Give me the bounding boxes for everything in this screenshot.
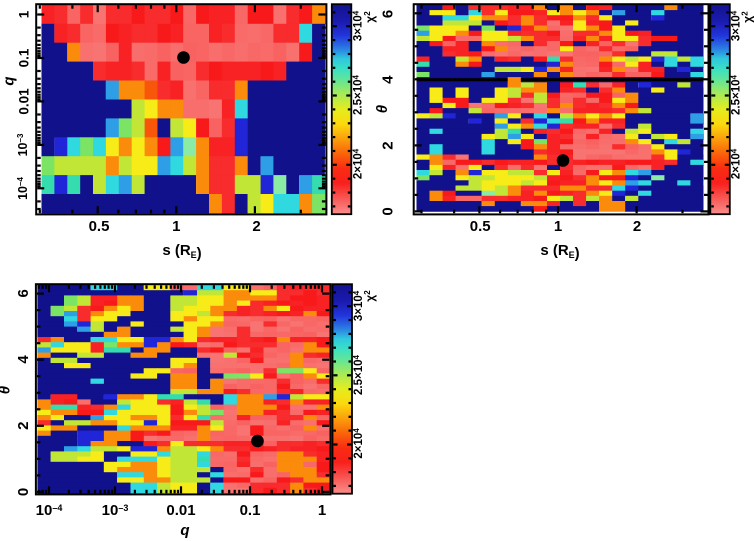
svg-text:0.01: 0.01	[17, 88, 32, 115]
svg-text:χ2: χ2	[363, 290, 377, 302]
svg-text:6: 6	[15, 289, 32, 297]
svg-text:θ: θ	[0, 385, 14, 394]
svg-text:0.5: 0.5	[89, 218, 110, 235]
svg-text:q: q	[180, 522, 189, 539]
svg-text:0.1: 0.1	[17, 48, 32, 67]
svg-text:χ2: χ2	[363, 11, 377, 23]
svg-text:2×104: 2×104	[352, 148, 365, 179]
svg-text:χ2: χ2	[741, 11, 754, 23]
svg-text:q: q	[1, 76, 18, 85]
svg-text:1: 1	[172, 218, 180, 235]
svg-text:3×104: 3×104	[730, 10, 743, 41]
svg-text:0: 0	[15, 488, 32, 496]
svg-text:1: 1	[554, 218, 562, 235]
svg-text:3×104: 3×104	[352, 10, 365, 41]
svg-text:θ: θ	[374, 104, 391, 113]
svg-text:2: 2	[15, 422, 32, 430]
svg-text:2: 2	[380, 141, 397, 149]
svg-text:0.01: 0.01	[166, 502, 195, 519]
svg-text:2: 2	[633, 218, 641, 235]
svg-text:2.5×104: 2.5×104	[352, 354, 365, 395]
svg-text:3×104: 3×104	[352, 290, 365, 321]
svg-text:6: 6	[380, 10, 397, 18]
svg-text:0: 0	[380, 207, 397, 215]
svg-text:2.5×104: 2.5×104	[352, 74, 365, 115]
svg-text:2.5×104: 2.5×104	[730, 74, 743, 115]
svg-text:1: 1	[318, 502, 326, 519]
svg-text:0.5: 0.5	[470, 218, 491, 235]
svg-text:1: 1	[17, 10, 32, 18]
svg-text:2: 2	[252, 218, 260, 235]
svg-text:4: 4	[15, 355, 32, 364]
svg-text:0.1: 0.1	[240, 502, 261, 519]
svg-text:2×104: 2×104	[352, 428, 365, 459]
svg-text:4: 4	[380, 75, 397, 84]
svg-text:2×104: 2×104	[730, 148, 743, 179]
